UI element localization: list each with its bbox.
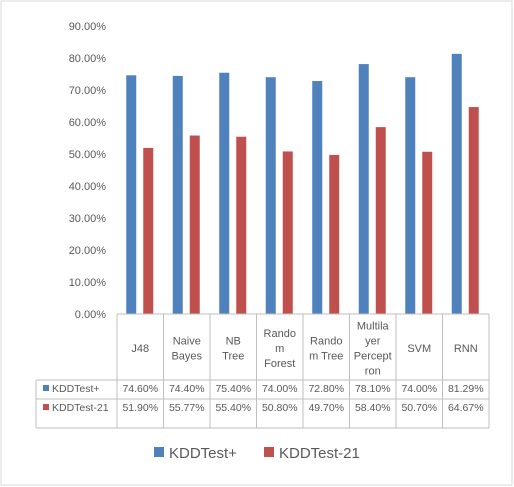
y-tick-label: 0.00% xyxy=(75,309,106,321)
x-category-label: Multila yer Percept ron xyxy=(354,321,392,378)
table-value: 75.40% xyxy=(215,383,251,395)
y-tick-label: 30.00% xyxy=(69,213,107,225)
legend-label: KDDTest+ xyxy=(169,445,237,462)
x-category-label: NB Tree xyxy=(222,336,244,363)
y-tick-label: 70.00% xyxy=(69,85,107,97)
y-tick-label: 80.00% xyxy=(69,53,107,65)
table-value: 74.00% xyxy=(262,383,298,395)
table-value: 81.29% xyxy=(448,383,484,395)
x-category-label: Naive Bayes xyxy=(171,336,202,363)
table-value: 55.77% xyxy=(169,402,205,414)
bar-kddtest-21 xyxy=(282,151,293,314)
x-category-label: RNN xyxy=(454,343,478,355)
bar-kddtest-plus xyxy=(219,72,230,314)
y-tick-label: 90.00% xyxy=(69,21,107,33)
bar-kddtest-plus xyxy=(312,81,323,314)
bar-kddtest-21 xyxy=(329,154,340,314)
y-tick-label: 50.00% xyxy=(69,149,107,161)
bar-kddtest-plus xyxy=(451,53,462,314)
x-category-label: SVM xyxy=(407,343,431,355)
x-category-label: Rando m Forest xyxy=(264,328,296,370)
legend-label: KDDTest-21 xyxy=(279,445,360,462)
table-value: 74.60% xyxy=(122,383,158,395)
y-tick-label: 20.00% xyxy=(69,245,107,257)
bar-kddtest-plus xyxy=(358,64,369,314)
y-tick-label: 40.00% xyxy=(69,181,107,193)
table-series-name: KDDTest+ xyxy=(52,383,100,395)
table-value: 50.70% xyxy=(401,402,437,414)
bar-kddtest-plus xyxy=(405,77,416,314)
table-value: 74.40% xyxy=(169,383,205,395)
table-value: 72.80% xyxy=(308,383,344,395)
bar-kddtest-plus xyxy=(172,75,183,314)
bar-kddtest-21 xyxy=(375,127,386,315)
bar-kddtest-21 xyxy=(236,136,247,314)
legend-swatch xyxy=(264,447,274,457)
legend: KDDTest+ KDDTest-21 xyxy=(154,445,360,462)
bar-kddtest-21 xyxy=(189,135,200,314)
bar-kddtest-plus xyxy=(126,75,137,314)
bar-kddtest-21 xyxy=(143,147,154,314)
table-legend-key xyxy=(43,385,49,391)
table-value: 64.67% xyxy=(448,402,484,414)
y-tick-label: 10.00% xyxy=(69,277,107,289)
table-series-name: KDDTest-21 xyxy=(52,402,109,414)
y-axis-ticks: 0.00% 10.00% 20.00% 30.00% 40.00% 50.00% 60.00… xyxy=(69,21,107,321)
bar-kddtest-21 xyxy=(422,151,433,314)
table-value: 58.40% xyxy=(355,402,391,414)
table-value: 55.40% xyxy=(215,402,251,414)
bar-kddtest-plus xyxy=(265,77,276,314)
bars xyxy=(126,53,479,315)
table-value: 49.70% xyxy=(308,402,344,414)
table-legend-key xyxy=(43,404,49,410)
bar-kddtest-21 xyxy=(468,107,479,314)
table-value: 51.90% xyxy=(122,402,158,414)
y-tick-label: 60.00% xyxy=(69,117,107,129)
x-category-label: J48 xyxy=(131,343,149,355)
legend-swatch xyxy=(154,447,164,457)
table-value: 78.10% xyxy=(355,383,391,395)
table-value: 50.80% xyxy=(262,402,298,414)
table-value: 74.00% xyxy=(401,383,437,395)
data-table: J48 Naive Bayes NB Tree Rando m Forest Rando m Tr… xyxy=(35,313,490,429)
x-category-label: Rando m Tree xyxy=(309,336,343,363)
